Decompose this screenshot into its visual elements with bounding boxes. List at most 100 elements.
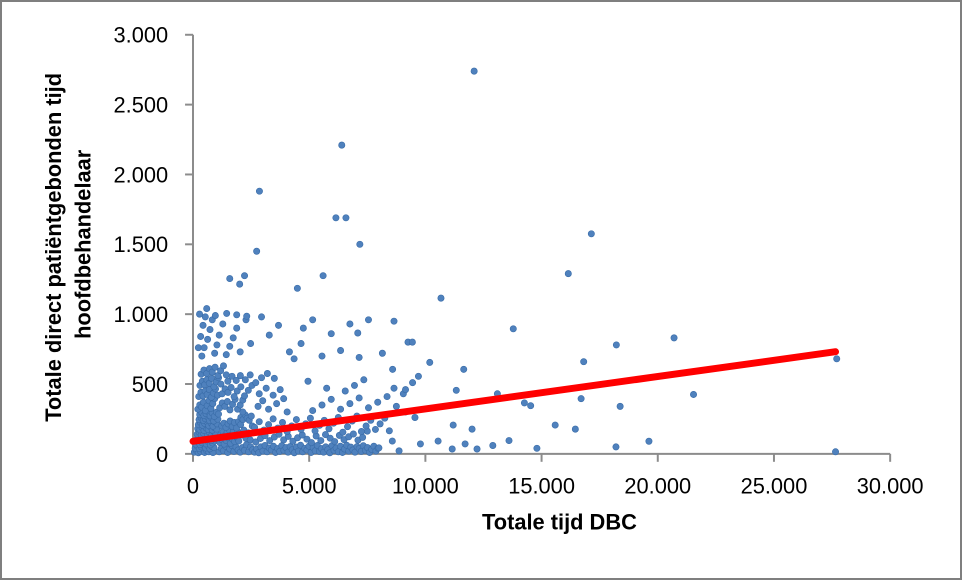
scatter-point bbox=[327, 395, 335, 403]
y-axis bbox=[185, 33, 194, 455]
scatter-point bbox=[355, 353, 363, 361]
scatter-point bbox=[241, 272, 249, 280]
scatter-point bbox=[255, 418, 263, 426]
scatter-point bbox=[252, 379, 260, 387]
scatter-point bbox=[236, 348, 244, 356]
scatter-point bbox=[215, 331, 223, 339]
x-tick-label: 5.000 bbox=[282, 474, 337, 499]
scatter-point bbox=[533, 444, 541, 452]
scatter-point bbox=[357, 428, 365, 435]
scatter-point bbox=[283, 408, 291, 416]
scatter-point bbox=[233, 311, 241, 319]
trend-line-segment bbox=[189, 348, 840, 445]
scatter-point bbox=[276, 386, 284, 394]
scatter-point bbox=[385, 427, 393, 435]
x-axis-title: Totale tijd DBC bbox=[482, 509, 637, 534]
scatter-point bbox=[362, 422, 370, 430]
scatter-point bbox=[280, 395, 288, 403]
x-tick-label: 25.000 bbox=[741, 474, 808, 499]
scatter-point bbox=[411, 414, 419, 421]
scatter-point bbox=[378, 349, 386, 357]
scatter-point bbox=[337, 405, 345, 413]
scatter-point bbox=[285, 348, 293, 356]
scatter-point bbox=[280, 436, 288, 444]
scatter-point bbox=[269, 415, 277, 423]
scatter-point bbox=[375, 444, 383, 452]
scatter-point bbox=[452, 386, 460, 394]
scatter-point bbox=[309, 407, 317, 415]
scatter-point bbox=[223, 309, 231, 317]
y-axis-title-line2: hoofdbehandelaar bbox=[71, 149, 96, 339]
scatter-point bbox=[376, 420, 384, 428]
scatter-point bbox=[258, 374, 265, 382]
trend-line bbox=[189, 348, 840, 445]
scatter-point bbox=[266, 437, 274, 445]
scatter-point bbox=[468, 425, 476, 433]
scatter-point bbox=[244, 386, 252, 394]
scatter-point bbox=[203, 305, 211, 313]
scatter-point bbox=[299, 324, 307, 332]
scatter-point bbox=[344, 423, 352, 431]
scatter-point bbox=[236, 280, 244, 288]
scatter-point bbox=[197, 333, 205, 340]
scatter-point bbox=[198, 352, 206, 360]
scatter-point bbox=[306, 414, 314, 422]
scatter-point bbox=[252, 438, 260, 446]
y-tick-label: 500 bbox=[132, 372, 168, 397]
scatter-point bbox=[612, 341, 620, 349]
scatter-point bbox=[230, 393, 238, 401]
scatter-point bbox=[351, 381, 358, 389]
y-tick-label: 1.000 bbox=[114, 302, 169, 327]
y-axis-title: Totale direct patiëntgebonden tijd hoofd… bbox=[41, 67, 96, 422]
scatter-point bbox=[374, 398, 382, 406]
scatter-point bbox=[206, 326, 214, 334]
scatter-point bbox=[509, 325, 517, 333]
scatter-point bbox=[371, 425, 379, 433]
scatter-point bbox=[426, 358, 434, 366]
scatter-point bbox=[489, 442, 497, 449]
y-tick-label: 0 bbox=[156, 442, 168, 467]
scatter-point bbox=[226, 406, 234, 414]
y-tick-label: 2.000 bbox=[114, 162, 169, 187]
scatter-point bbox=[199, 321, 207, 329]
scatter-point bbox=[434, 437, 442, 445]
scatter-point bbox=[303, 435, 311, 443]
scatter-point bbox=[273, 400, 281, 408]
scatter-point bbox=[832, 448, 840, 456]
scatter-point bbox=[275, 321, 282, 329]
scatter-point bbox=[409, 379, 417, 387]
scatter-point bbox=[265, 331, 273, 339]
scatter-point bbox=[571, 425, 579, 433]
scatter-point bbox=[527, 402, 535, 410]
scatter-point bbox=[258, 313, 265, 321]
x-tick-label: 15.000 bbox=[508, 474, 575, 499]
scatter-point bbox=[346, 320, 354, 328]
scatter-point bbox=[388, 437, 396, 445]
scatter-point bbox=[390, 317, 398, 325]
scatter-point bbox=[346, 400, 354, 408]
scatter-point bbox=[222, 351, 230, 359]
scatter-point bbox=[448, 445, 456, 453]
scatter-point bbox=[262, 384, 270, 392]
scatter-point bbox=[265, 405, 273, 413]
scatter-point bbox=[327, 330, 335, 338]
scatter-point bbox=[309, 316, 317, 324]
scatter-point bbox=[247, 412, 255, 420]
scatter-point bbox=[392, 402, 400, 410]
scatter-point bbox=[241, 376, 249, 384]
scatter-point bbox=[365, 316, 372, 324]
scatter-point bbox=[226, 275, 234, 283]
scatter-point bbox=[577, 395, 585, 403]
scatter-point bbox=[564, 270, 572, 278]
scatter-point bbox=[833, 355, 841, 363]
scatter-point bbox=[211, 363, 219, 371]
scatter-point bbox=[473, 445, 481, 453]
scatter-point bbox=[289, 437, 297, 445]
scatter-point bbox=[322, 431, 329, 439]
scatter-point bbox=[341, 387, 349, 395]
scatter-point bbox=[236, 372, 244, 380]
scatter-point bbox=[360, 376, 368, 384]
scatter-point bbox=[255, 390, 263, 398]
